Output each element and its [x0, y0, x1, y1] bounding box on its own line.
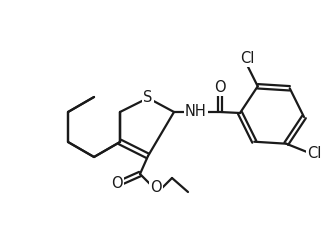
Text: O: O	[214, 80, 226, 94]
Text: NH: NH	[185, 105, 207, 120]
Text: Cl: Cl	[241, 51, 255, 66]
Text: O: O	[150, 180, 162, 195]
Text: Cl: Cl	[307, 146, 321, 161]
Text: S: S	[143, 91, 153, 106]
Text: O: O	[111, 175, 123, 190]
